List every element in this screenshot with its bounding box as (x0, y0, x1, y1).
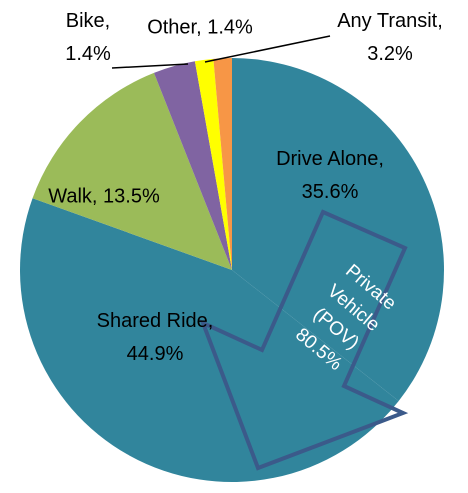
pie-slice (213, 58, 232, 270)
pie-slice (32, 72, 232, 270)
data-label: Other, 1.4% (147, 16, 253, 38)
arrow (199, 209, 409, 471)
pie-slice (153, 61, 232, 270)
data-label: Walk, 13.5% (48, 185, 160, 207)
leader-line (204, 35, 331, 63)
label-line: Shared Ride, (97, 310, 214, 332)
label-line: Any Transit, (337, 10, 443, 32)
label-line: 3.2% (367, 43, 413, 65)
pie (19, 58, 444, 483)
label-line: Drive Alone, (276, 148, 384, 170)
label-line: Bike, (66, 10, 110, 32)
label-line: 1.4% (65, 43, 111, 65)
label-line: 44.9% (127, 343, 184, 365)
data-label: Bike, 1.4% (65, 10, 111, 65)
data-label: Shared Ride, 44.9% (97, 310, 214, 365)
data-label: Drive Alone, 35.6% (276, 148, 384, 203)
label-line: 35.6% (302, 181, 359, 203)
pie-slice (194, 58, 232, 271)
pie-slice (232, 58, 444, 401)
leader-line (111, 63, 189, 69)
data-label: Any Transit, 3.2% (337, 10, 443, 65)
